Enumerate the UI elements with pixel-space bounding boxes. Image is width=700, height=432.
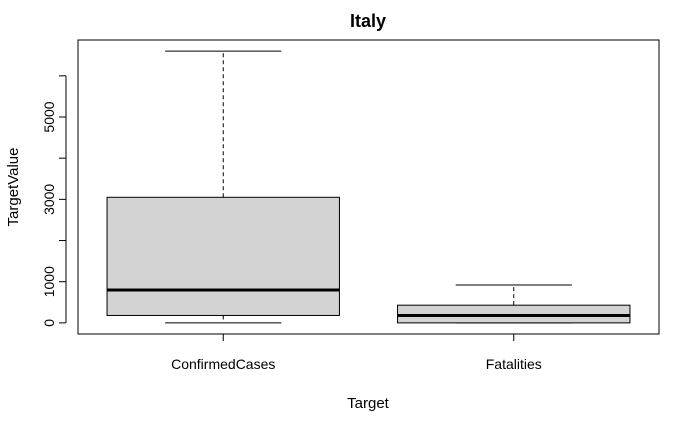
x-tick-label: ConfirmedCases — [171, 356, 275, 372]
y-tick-label: 5000 — [41, 101, 57, 132]
x-axis-title: Target — [347, 395, 390, 412]
chart-title: Italy — [350, 11, 386, 31]
y-axis-title: TargetValue — [5, 148, 22, 227]
box-fatalities — [398, 285, 630, 323]
x-axis: ConfirmedCases Fatalities — [171, 334, 542, 372]
y-axis: 0 1000 3000 5000 — [41, 76, 66, 327]
y-tick-label: 0 — [41, 319, 57, 327]
y-tick-label: 3000 — [41, 184, 57, 215]
boxes-group — [107, 51, 630, 323]
x-tick-label: Fatalities — [486, 356, 542, 372]
iqr-box — [107, 197, 339, 315]
y-tick-label: 1000 — [41, 266, 57, 297]
box-confirmedcases — [107, 51, 339, 323]
